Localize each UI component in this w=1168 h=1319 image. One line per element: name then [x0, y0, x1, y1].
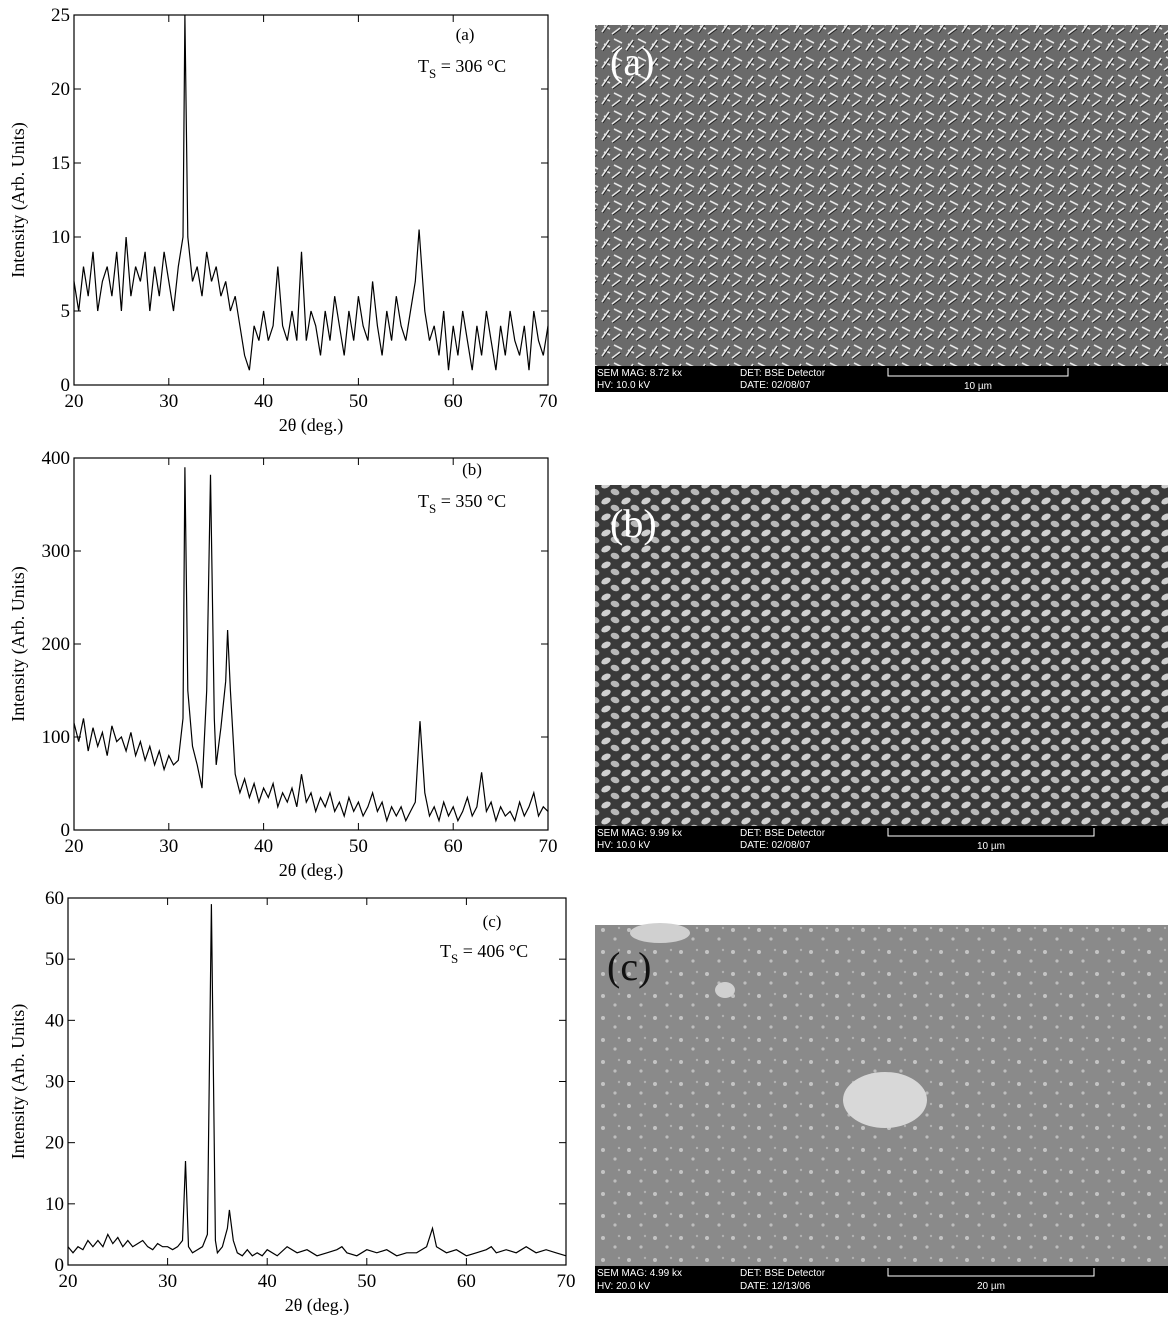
y-tick-label: 0	[55, 1255, 65, 1276]
scale-label: 10 µm	[964, 381, 992, 392]
y-tick-label: 15	[51, 153, 70, 174]
xrd-chart: 20 30 40 50 60 70 0 100 200 300 400 2θ (deg.) Intens…	[8, 448, 558, 881]
y-axis-label: Intensity (Arb. Units)	[8, 566, 29, 721]
y-tick-label: 60	[45, 888, 64, 909]
scale-bar	[887, 1268, 1095, 1277]
info: DET: BSE Detector	[740, 828, 826, 839]
y-tick-label: 20	[51, 79, 70, 100]
x-tick-label: 60	[444, 391, 463, 412]
y-tick-label: 200	[42, 634, 71, 655]
info-bar	[595, 1266, 1168, 1293]
micrograph	[595, 25, 1168, 366]
x-tick-label: 60	[457, 1271, 476, 1292]
x-tick-label: 20	[65, 836, 84, 857]
sem-image-a: (a) SEM MAG: 8.72 kx HV: 10.0 kV DET: BS…	[595, 25, 1168, 392]
panel-label: (b)	[462, 460, 482, 479]
info-bar	[595, 826, 1168, 852]
annotation-part: = 306 °C	[436, 56, 506, 76]
particle	[630, 923, 690, 943]
annotation-part: S	[429, 501, 436, 516]
sem-image-c: (c) SEM MAG: 4.99 kx HV: 20.0 kV DET: BS…	[595, 923, 1168, 1293]
xrd-chart: 20 30 40 50 60 70 0 5 10 15 20 25 2θ (deg.) Intensity…	[8, 5, 558, 436]
sem-image-b: (b) SEM MAG: 9.99 kx HV: 10.0 kV DET: BS…	[595, 485, 1168, 852]
annotation-part: = 406 °C	[458, 941, 528, 961]
info: HV: 20.0 kV	[597, 1281, 650, 1292]
scale-label: 10 µm	[977, 841, 1005, 852]
xrd-line	[73, 14, 549, 371]
x-tick-label: 20	[65, 391, 84, 412]
y-tick-label: 5	[61, 301, 71, 322]
y-tick-label: 400	[42, 448, 71, 469]
panel-label: (c)	[607, 944, 651, 989]
panel-label: (a)	[456, 25, 475, 44]
x-tick-label: 30	[158, 1271, 177, 1292]
x-axis-label: 2θ (deg.)	[279, 415, 344, 436]
info: DET: BSE Detector	[740, 1268, 826, 1279]
panel-label: (b)	[610, 501, 657, 546]
x-tick-label: 70	[539, 391, 558, 412]
panel-label: (c)	[483, 912, 502, 931]
y-tick-label: 50	[45, 949, 64, 970]
x-tick-label: 40	[254, 391, 273, 412]
x-tick-label: 20	[59, 1271, 78, 1292]
x-tick-label: 40	[254, 836, 273, 857]
info: SEM MAG: 9.99 kx	[597, 828, 682, 839]
y-tick-label: 25	[51, 5, 70, 26]
scale-bar	[887, 368, 1069, 377]
x-tick-label: 50	[349, 836, 368, 857]
y-tick-label: 100	[42, 727, 71, 748]
x-axis-label: 2θ (deg.)	[279, 860, 344, 881]
x-tick-label: 60	[444, 836, 463, 857]
x-tick-label: 30	[159, 391, 178, 412]
x-tick-label: 30	[159, 836, 178, 857]
plot-frame	[73, 457, 549, 831]
x-tick-label: 70	[557, 1271, 576, 1292]
xrd-line	[73, 467, 549, 823]
annotation-part: S	[429, 66, 436, 81]
micrograph	[595, 485, 1168, 826]
y-axis-label: Intensity (Arb. Units)	[8, 1004, 29, 1159]
info: DATE: 02/08/07	[740, 380, 811, 391]
y-tick-label: 0	[61, 820, 71, 841]
scale-bar	[887, 828, 1095, 837]
annotation-part: = 350 °C	[436, 491, 506, 511]
y-tick-label: 300	[42, 541, 71, 562]
particle	[843, 1072, 927, 1128]
particle	[715, 982, 735, 998]
info: DET: BSE Detector	[740, 368, 826, 379]
annotation-part: T	[440, 941, 451, 961]
y-tick-label: 40	[45, 1010, 64, 1031]
info-bar	[595, 366, 1168, 392]
y-tick-label: 10	[45, 1194, 64, 1215]
y-tick-label: 30	[45, 1072, 64, 1093]
x-tick-label: 50	[357, 1271, 376, 1292]
info: DATE: 12/13/06	[740, 1281, 811, 1292]
info: HV: 10.0 kV	[597, 840, 650, 851]
info: DATE: 02/08/07	[740, 840, 811, 851]
annotation: TS = 406 °C	[440, 941, 528, 966]
annotation: TS = 306 °C	[418, 56, 506, 81]
scale-label: 20 µm	[977, 1281, 1005, 1292]
annotation-part: T	[418, 56, 429, 76]
xrd-chart: 20 30 40 50 60 70 0 10 20 30 40 50 60 2θ (deg.) Intens…	[8, 888, 576, 1316]
y-axis-label: Intensity (Arb. Units)	[8, 122, 29, 277]
xrd-line	[67, 904, 567, 1257]
annotation-part: T	[418, 491, 429, 511]
plot-frame	[73, 14, 549, 386]
y-tick-label: 10	[51, 227, 70, 248]
annotation-part: S	[451, 951, 458, 966]
x-tick-label: 40	[258, 1271, 277, 1292]
x-tick-label: 50	[349, 391, 368, 412]
x-axis-label: 2θ (deg.)	[285, 1295, 350, 1316]
x-tick-label: 70	[539, 836, 558, 857]
annotation: TS = 350 °C	[418, 491, 506, 516]
info: SEM MAG: 8.72 kx	[597, 368, 682, 379]
info: SEM MAG: 4.99 kx	[597, 1268, 682, 1279]
y-tick-label: 20	[45, 1133, 64, 1154]
y-tick-label: 0	[61, 375, 71, 396]
info: HV: 10.0 kV	[597, 380, 650, 391]
panel-label: (a)	[610, 39, 654, 84]
